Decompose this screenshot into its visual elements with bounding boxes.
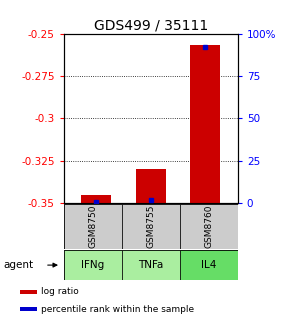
Title: GDS499 / 35111: GDS499 / 35111: [94, 18, 208, 33]
Bar: [20, 307, 37, 311]
Bar: [190, 45, 220, 203]
Bar: [64, 250, 122, 280]
Bar: [122, 204, 180, 249]
Text: percentile rank within the sample: percentile rank within the sample: [41, 305, 194, 314]
Bar: [180, 204, 238, 249]
Bar: [136, 169, 166, 203]
Bar: [122, 250, 180, 280]
Text: IL4: IL4: [201, 260, 217, 270]
Bar: [180, 250, 238, 280]
Bar: [81, 195, 111, 203]
Bar: [20, 290, 37, 294]
Text: GSM8750: GSM8750: [88, 205, 97, 248]
Text: TNFa: TNFa: [138, 260, 164, 270]
Text: agent: agent: [3, 260, 33, 270]
Bar: [64, 204, 122, 249]
Text: IFNg: IFNg: [81, 260, 104, 270]
Text: GSM8755: GSM8755: [146, 205, 155, 248]
Text: GSM8760: GSM8760: [204, 205, 213, 248]
Text: log ratio: log ratio: [41, 288, 78, 296]
